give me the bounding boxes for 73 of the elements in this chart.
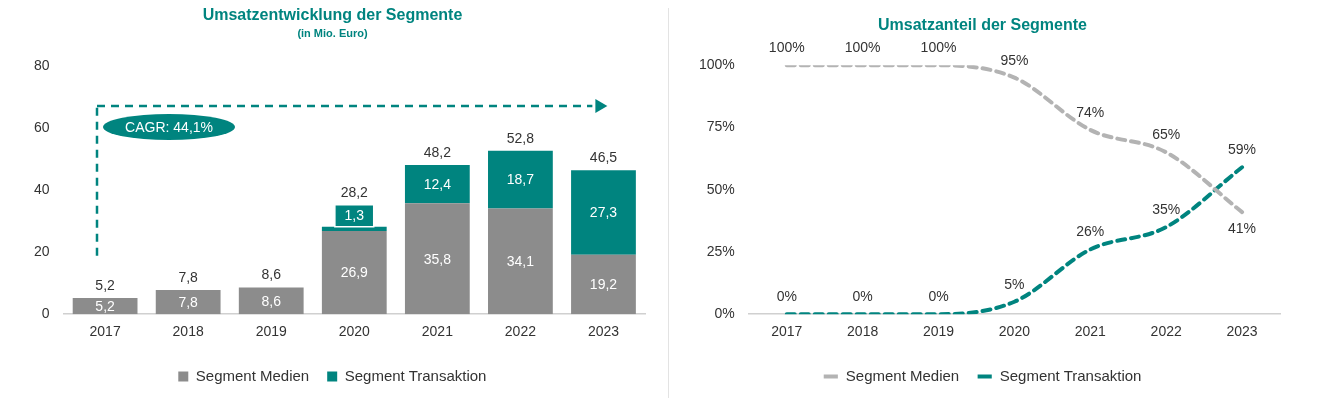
data-label: 95% <box>1000 51 1029 68</box>
data-label: 26% <box>1076 223 1105 240</box>
data-label: 5% <box>1004 275 1025 292</box>
data-label: 19,2 <box>589 276 618 293</box>
bar <box>488 208 553 315</box>
legend-label: Segment Medien <box>195 366 310 384</box>
bar <box>238 287 304 315</box>
data-label: 8,6 <box>261 292 282 309</box>
y-tick-label: 100% <box>698 56 735 73</box>
y-tick-label: 80 <box>33 57 50 74</box>
data-label: 27,3 <box>589 204 618 221</box>
total-label: 8,6 <box>261 266 282 283</box>
data-label: 7,8 <box>178 293 199 310</box>
data-label: 12,4 <box>423 175 452 192</box>
x-tick-label: 2017 <box>771 323 803 340</box>
data-label: 74% <box>1076 103 1105 120</box>
y-tick-label: 75% <box>706 118 735 135</box>
data-label: 5,2 <box>95 298 116 315</box>
data-label: 0% <box>928 288 949 305</box>
x-tick-label: 2022 <box>1150 323 1182 340</box>
x-tick-label: 2020 <box>998 323 1031 340</box>
data-label: 41% <box>1228 219 1257 236</box>
bar <box>321 230 387 315</box>
y-tick-label: 40 <box>33 181 50 198</box>
data-label: 35,8 <box>423 250 452 267</box>
x-tick-label: 2019 <box>255 323 288 340</box>
data-label: 65% <box>1152 126 1181 143</box>
legend-label: Segment Transaktion <box>344 366 487 384</box>
data-label: 59% <box>1228 141 1257 158</box>
x-tick-label: 2021 <box>1074 323 1107 340</box>
total-label: 28,2 <box>340 183 369 200</box>
chart-title: Umsatzanteil der Segmente <box>878 16 1088 34</box>
legend-label: Segment Medien <box>845 366 960 384</box>
y-tick-label: 0% <box>714 305 735 322</box>
total-label: 48,2 <box>423 143 452 160</box>
bar <box>571 170 636 255</box>
data-label: 100% <box>844 39 881 56</box>
data-label: 35% <box>1152 200 1181 217</box>
data-label: 26,9 <box>340 264 369 281</box>
data-label: 1,3 <box>344 206 365 223</box>
x-tick-label: 2022 <box>504 323 537 340</box>
x-tick-label: 2019 <box>922 323 955 340</box>
x-tick-label: 2018 <box>172 323 204 340</box>
bar <box>404 203 470 315</box>
bar <box>404 164 470 204</box>
bar <box>571 254 636 315</box>
x-tick-label: 2018 <box>847 323 879 340</box>
x-tick-label: 2023 <box>587 323 620 340</box>
data-label: 100% <box>768 39 805 56</box>
chart-subtitle: (in Mio. Euro) <box>297 26 368 39</box>
data-label: 0% <box>776 288 797 305</box>
bar <box>155 290 221 315</box>
total-label: 7,8 <box>178 268 199 285</box>
y-tick-label: 50% <box>706 180 735 197</box>
y-tick-label: 0 <box>41 305 50 322</box>
legend-label: Segment Transaktion <box>999 366 1142 384</box>
y-tick-label: 20 <box>33 243 50 260</box>
x-tick-label: 2021 <box>421 323 454 340</box>
x-tick-label: 2023 <box>1226 323 1258 340</box>
y-tick-label: 25% <box>706 242 735 259</box>
total-label: 46,5 <box>589 149 618 166</box>
total-label: 52,8 <box>506 129 535 146</box>
data-label: 0% <box>852 288 873 305</box>
data-label: 18,7 <box>506 171 535 188</box>
data-label: 100% <box>920 39 957 56</box>
chart-title: Umsatzentwicklung der Segmente <box>202 6 463 24</box>
annotation: CAGR: 44,1% <box>103 114 236 141</box>
total-label: 5,2 <box>95 276 116 293</box>
x-tick-label: 2020 <box>338 323 371 340</box>
bar <box>488 150 553 209</box>
data-label: 34,1 <box>506 253 535 270</box>
y-tick-label: 60 <box>33 119 50 136</box>
x-tick-label: 2017 <box>89 323 121 340</box>
